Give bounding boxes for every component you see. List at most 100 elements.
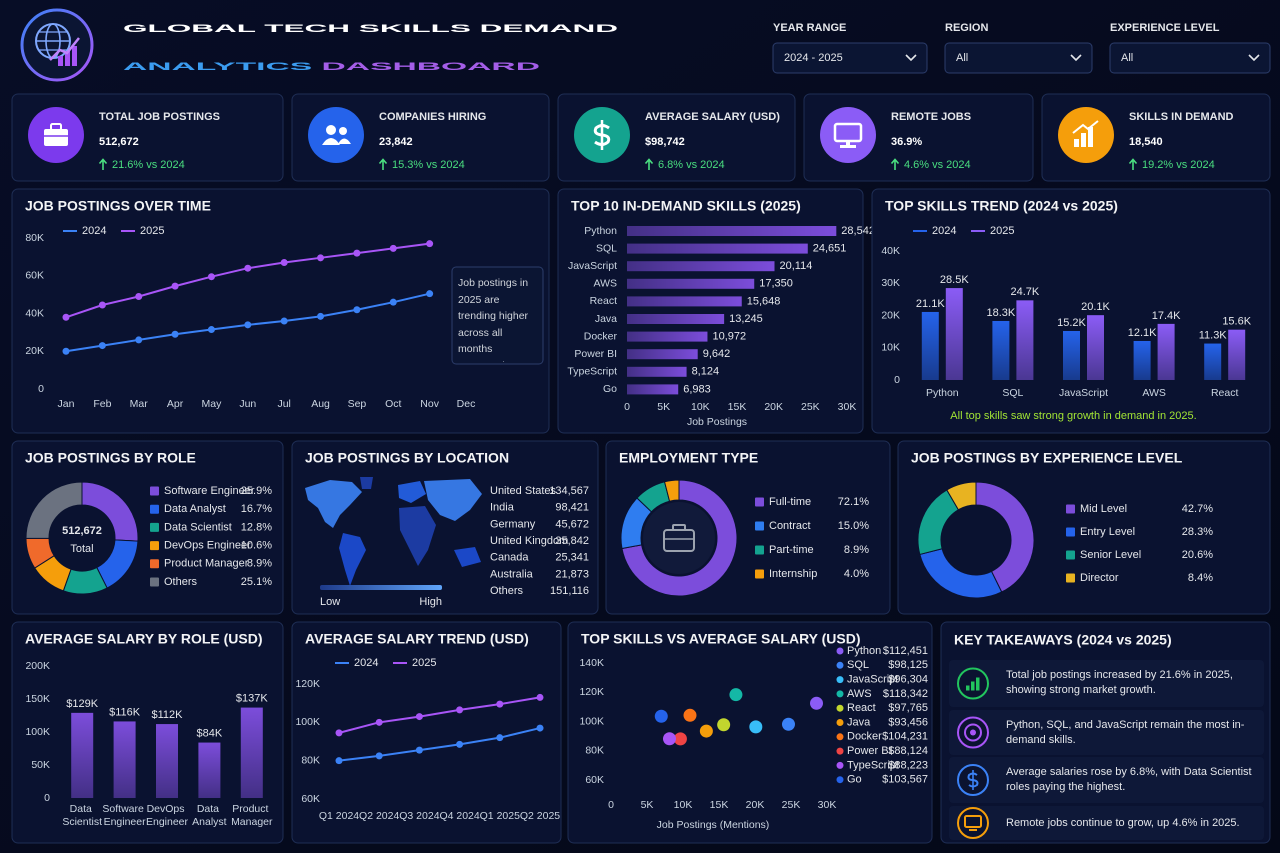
value-label: 25.9% [241,485,272,497]
value-label: $96,304 [888,674,928,686]
value-label: 21.1K [916,298,945,310]
x-tick-label: 5K [641,799,654,811]
point [207,326,215,334]
y-tick-label: TypeScript [567,366,617,378]
legend-swatch [836,776,844,784]
legend-swatch [150,504,159,514]
x-tick-label: Product Manager [231,803,273,828]
bar [627,243,808,254]
dropdown-chevron [905,54,917,62]
icon [326,125,336,135]
kpi-arrow [378,158,388,170]
point [810,696,824,710]
bar [1133,340,1151,380]
y-tick-label: 100K [25,726,50,738]
x-tick-label: Data Analyst [192,803,227,828]
x-axis-label: Job Postings [687,416,747,428]
location-name: Others [490,585,524,597]
chart-note: All top skills saw strong growth in dema… [950,410,1196,422]
location-value: 98,421 [555,502,589,514]
legend-swatch [836,761,844,769]
x-tick-label: Q1 2025 [480,810,520,822]
y-tick-label: 0 [38,383,44,395]
y-tick-label: 40K [881,245,900,257]
x-tick-label: DevOps Engineer [146,803,189,828]
y-tick-label: 0 [44,792,50,804]
x-tick-label: 30K [818,799,837,811]
icon [1088,127,1093,147]
takeaway-text-box: Average salaries rose by 6.8%, with Data… [1006,766,1252,793]
point [353,249,361,257]
kpi-change: 19.2% vs 2024 [1142,159,1215,171]
value-label: $137K [236,692,268,704]
point [389,298,397,306]
kpi-change: 6.8% vs 2024 [658,159,725,171]
takeaway-text-box: Python, SQL, and JavaScript remain the m… [1006,719,1244,746]
icon [1074,139,1079,147]
x-tick-label: Dec [457,398,476,410]
icon [672,524,686,531]
icon [1081,133,1086,147]
donut-slice [946,481,977,511]
x-tick-label: Apr [167,398,184,410]
legend-swatch [755,497,764,507]
kpi-label: SKILLS IN DEMAND [1129,111,1234,123]
donut-center-value: 512,672 [62,525,102,537]
dropdown[interactable] [944,42,1093,74]
legend-label: 2024 [354,657,378,669]
x-tick-label: May [202,398,223,410]
x-tick-label: 25K [801,401,820,413]
legend-swatch [1066,504,1075,514]
y-tick-label: 60K [585,774,604,786]
dropdown[interactable] [772,42,928,74]
icon [1072,120,1099,134]
x-tick-label: JavaScript [1059,387,1108,399]
x-tick-label: Q1 2024 [319,810,359,822]
point [673,732,687,746]
point [171,282,179,290]
dropdown[interactable] [1109,42,1271,74]
y-tick-label: JavaScript [568,260,617,272]
legend-swatch [836,704,844,712]
location-name: Canada [490,552,529,564]
value-label: 6,983 [683,383,711,395]
y-tick-label: 60K [25,270,44,282]
panel-title: EMPLOYMENT TYPE [619,450,758,466]
x-tick-label: SQL [1002,387,1023,399]
point [536,693,544,701]
legend-label: JavaScript [847,674,898,686]
annotation-box: Job postings in 2025 are trending higher… [458,277,528,362]
point [415,746,423,754]
takeaway-text-box: Remote jobs continue to grow, up 4.6% in… [1006,817,1240,829]
value-label: $103,567 [882,774,928,786]
x-tick-label: 15K [710,799,729,811]
y-tick-label: 30K [881,277,900,289]
point [280,259,288,267]
point [244,321,252,329]
y-tick-label: 80K [25,232,44,244]
y-tick-label: 100K [579,715,604,727]
x-tick-label: 5K [657,401,670,413]
value-label: 17,350 [759,278,793,290]
legend-label: Senior Level [1080,549,1141,561]
bar [198,742,221,798]
point [662,732,676,746]
filter-label: EXPERIENCE LEVEL [1110,22,1220,34]
location-value: 25,341 [555,552,589,564]
value-label: 28.3% [1182,526,1213,538]
point [135,293,143,301]
takeaway-card [949,757,1264,803]
location-value: 21,873 [555,568,589,580]
donut-center [643,502,715,574]
y-tick-label: 80K [301,754,320,766]
x-tick-label: Mar [130,398,149,410]
line [338,727,541,762]
bar [627,331,708,342]
panel-title: AVERAGE SALARY BY ROLE (USD) [25,631,263,647]
x-tick-label: 15K [728,401,747,413]
y-tick-label: 20K [25,345,44,357]
value-label: 4.0% [844,568,869,580]
point [171,330,179,338]
